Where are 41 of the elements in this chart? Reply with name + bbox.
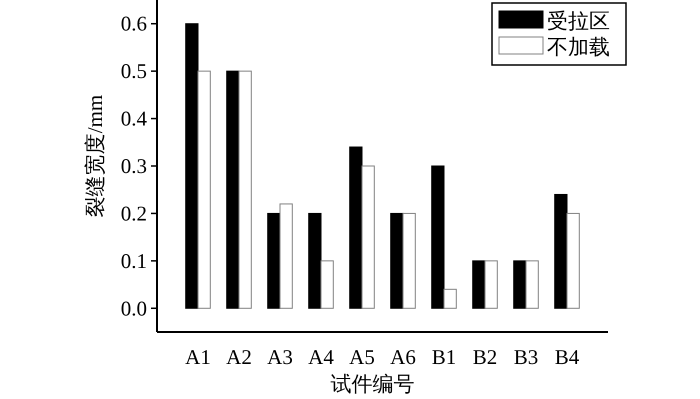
y-tick-label: 0.6 [120,12,147,36]
y-tick-label: 0.5 [120,59,147,84]
y-tick-label: 0.2 [120,201,147,226]
x-tick-label: A3 [267,345,293,369]
bar [472,260,486,309]
x-tick-label: B2 [472,345,498,369]
y-tick-label: 0.1 [120,248,147,273]
x-tick-label: A2 [226,345,252,369]
bar [390,212,404,309]
bar [226,70,240,309]
y-axis-title: 裂缝宽度/mm [83,94,107,218]
bar [185,23,198,309]
bar [554,194,568,309]
legend-label: 不加载 [547,35,610,59]
bar [320,260,334,309]
y-tick-label: 0.0 [120,296,147,320]
bar [484,260,498,309]
bar [280,203,293,309]
x-tick-label: B1 [432,345,456,369]
legend-label: 受拉区 [547,9,610,33]
y-tick-label: 0.4 [120,106,148,131]
bar [402,212,416,309]
x-tick-label: B3 [514,345,538,369]
x-tick-label: A6 [390,345,416,369]
bar [238,70,252,309]
bar [349,146,362,309]
bar [444,288,457,309]
x-axis-title: 试件编号 [330,372,414,396]
x-tick-label: B4 [554,345,580,369]
bar [431,166,444,309]
bar [566,212,580,309]
x-tick-label: A5 [349,345,375,369]
x-tick-label: A1 [185,345,211,369]
bar [526,260,539,309]
bar [362,166,375,309]
x-tick-label: A4 [308,345,334,369]
y-tick-label: 0.3 [120,154,147,178]
bar [198,70,211,309]
bar [513,260,526,309]
bar [308,212,322,309]
bar [267,212,280,309]
